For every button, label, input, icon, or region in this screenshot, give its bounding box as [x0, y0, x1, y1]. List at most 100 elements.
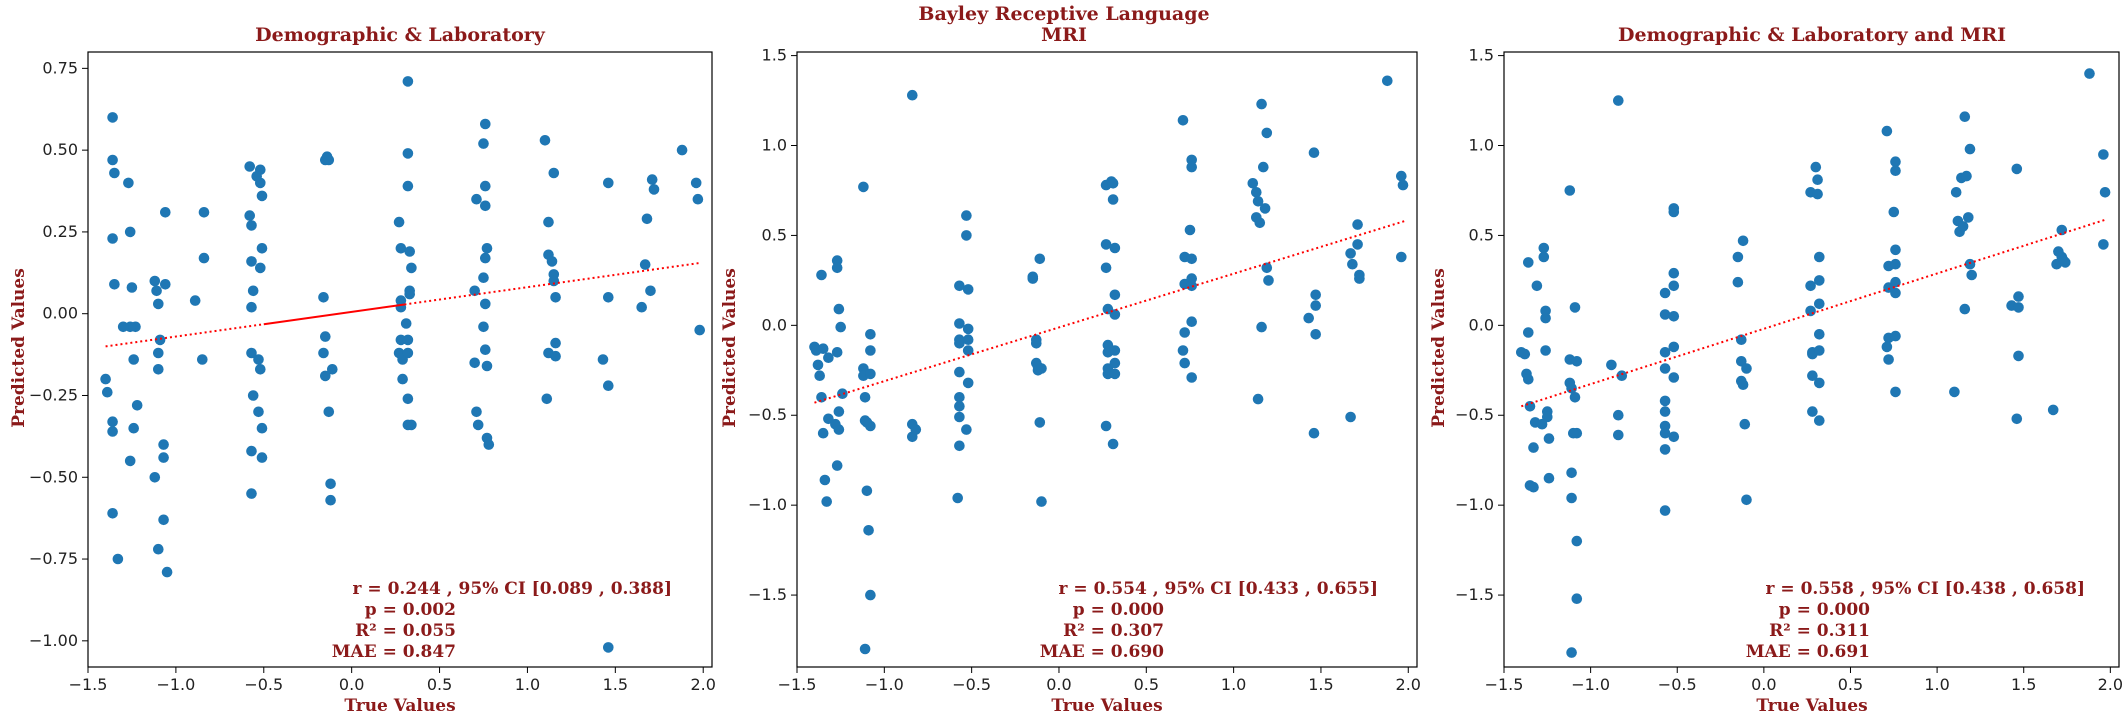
data-point [1396, 251, 1407, 263]
fit-line-solid [263, 303, 405, 326]
data-point [246, 347, 257, 359]
data-point [323, 154, 335, 166]
data-point [128, 354, 139, 365]
data-point [603, 380, 614, 392]
data-point [1186, 253, 1197, 265]
data-point [1310, 329, 1321, 340]
data-point [1961, 170, 1972, 182]
data-point [402, 180, 414, 192]
data-point [546, 256, 558, 267]
data-point [1256, 98, 1267, 110]
x-tick-label: −1.5 [778, 675, 817, 694]
data-point [1354, 273, 1365, 284]
data-point [2060, 257, 2071, 268]
data-point [480, 180, 491, 192]
data-point [676, 144, 688, 156]
data-point [480, 118, 491, 130]
data-point [645, 285, 656, 297]
data-point [1034, 417, 1046, 428]
data-point [543, 216, 554, 228]
data-point [1528, 442, 1539, 453]
x-tick-label: −1.0 [865, 675, 904, 694]
data-point [819, 474, 831, 486]
data-point [831, 347, 843, 358]
data-point [1345, 248, 1356, 259]
data-point [323, 406, 335, 418]
data-point [123, 177, 134, 189]
data-point [402, 334, 414, 346]
y-tick-label: 0.5 [1469, 225, 1494, 244]
data-point [1606, 359, 1617, 371]
data-point [480, 200, 491, 212]
plot-frame [1503, 51, 2120, 668]
data-point [1568, 427, 1579, 439]
data-point [694, 324, 705, 336]
data-point [1814, 298, 1825, 310]
data-point [1186, 161, 1197, 173]
data-point [603, 642, 614, 653]
data-point [1352, 219, 1363, 230]
data-point [1252, 393, 1264, 405]
data-point [1538, 242, 1550, 254]
data-point [1883, 354, 1894, 365]
x-tick-label: 0.5 [1838, 675, 1863, 694]
data-point [2098, 149, 2109, 160]
data-point [1807, 370, 1818, 382]
data-point [1964, 258, 1976, 270]
y-tick-label: 0.75 [42, 58, 78, 77]
data-point [107, 233, 118, 244]
data-point [1959, 303, 1971, 315]
x-axis-label: True Values [1756, 696, 1867, 716]
data-point [1881, 341, 1893, 353]
data-point [153, 347, 164, 359]
data-point [861, 417, 873, 428]
data-point [548, 275, 560, 287]
data-point [962, 377, 974, 389]
stat-mae: MAE = 0.691 [1746, 642, 1870, 662]
data-point [1659, 395, 1671, 407]
data-point [597, 354, 609, 365]
data-point [404, 288, 416, 300]
data-point [1259, 203, 1271, 214]
data-point [954, 440, 965, 452]
data-point [550, 350, 561, 362]
data-point [1659, 505, 1671, 516]
data-point [160, 207, 171, 218]
data-point [469, 285, 481, 297]
x-axis-label: True Values [1051, 696, 1162, 716]
y-axis-label: Predicted Values [1429, 268, 1449, 428]
data-point [816, 392, 827, 403]
data-point [1616, 370, 1628, 382]
data-point [320, 370, 331, 382]
data-point [816, 269, 827, 281]
data-point [100, 373, 111, 385]
y-tick-label: −0.5 [1455, 405, 1494, 424]
data-point [1109, 289, 1121, 301]
data-point [246, 256, 257, 267]
data-point [1890, 156, 1901, 167]
data-point [603, 292, 614, 303]
data-point [550, 337, 561, 349]
stat-r: r = 0.558 , 95% CI [0.438 , 0.658] [1766, 579, 2085, 599]
data-point [1668, 267, 1680, 279]
data-point [131, 400, 143, 411]
data-point [325, 494, 336, 506]
x-tick-label: −1.0 [1571, 675, 1610, 694]
data-point [1890, 165, 1901, 176]
data-point [961, 424, 972, 435]
data-point [1523, 257, 1534, 268]
data-point [1890, 287, 1901, 299]
data-point [251, 171, 262, 182]
y-tick-label: −1.0 [748, 495, 787, 514]
data-point [395, 243, 407, 254]
data-point [247, 285, 259, 297]
data-point [151, 285, 162, 297]
data-point [1571, 593, 1583, 604]
data-point [1107, 194, 1119, 205]
data-point [1524, 401, 1536, 412]
y-tick-label: −0.50 [29, 467, 78, 486]
data-point [247, 390, 259, 401]
data-point [471, 406, 482, 418]
data-point [550, 292, 561, 303]
data-point [821, 496, 832, 507]
